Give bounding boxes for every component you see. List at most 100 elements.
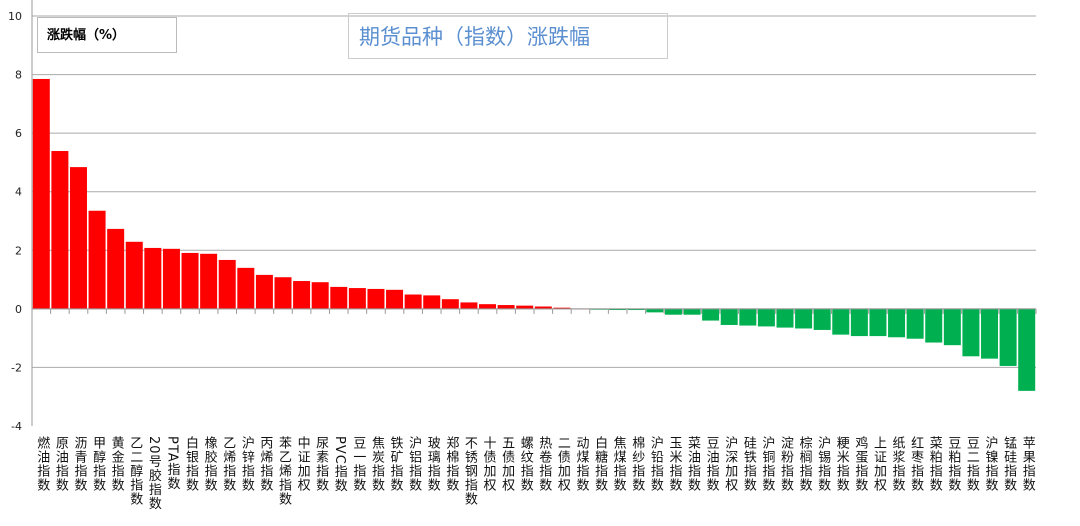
x-tick-label: 菜粕指数: [926, 436, 942, 492]
x-tick-label: 热卷指数: [536, 436, 552, 492]
x-tick-label: 中证加权: [294, 436, 310, 492]
bar: [627, 308, 645, 311]
x-tick-label: 原油指数: [52, 436, 68, 492]
x-tick-label: 白银指数: [183, 436, 199, 492]
bar: [237, 267, 255, 309]
x-tick-label: PVC指数: [331, 436, 347, 493]
bar: [888, 308, 906, 338]
bar: [702, 308, 720, 321]
bar: [423, 295, 441, 309]
bar: [460, 302, 478, 309]
x-tick-label: 五债加权: [499, 436, 515, 492]
bar: [553, 307, 571, 309]
x-tick-label: 乙烯指数: [220, 436, 236, 492]
bar: [720, 308, 738, 325]
bar: [664, 308, 682, 315]
x-tick-label: 淀粉指数: [778, 436, 793, 492]
x-tick-label: 锰硅指数: [1001, 436, 1017, 492]
bar: [534, 306, 552, 309]
x-tick-label: 焦煤指数: [610, 436, 626, 492]
x-tick-label: 铁矿指数: [387, 436, 403, 492]
bar: [1018, 308, 1036, 391]
x-tick-label: 燃油指数: [34, 436, 50, 492]
x-tick-label: 沪锌指数: [238, 436, 254, 492]
bar: [367, 288, 385, 309]
x-tick-label: 二债加权: [554, 436, 570, 492]
bar: [274, 277, 292, 309]
x-tick-label: 甲醇指数: [90, 436, 106, 492]
x-tick-label: 棕榈指数: [796, 436, 812, 492]
y-tick-label: 0: [15, 303, 22, 316]
bar: [776, 308, 794, 328]
bar: [386, 289, 404, 309]
x-tick-label: 苹果指数: [1019, 436, 1035, 492]
chart-title: 期货品种（指数）涨跌幅: [348, 13, 668, 59]
bar: [981, 308, 999, 359]
x-tick-label: 鸡蛋指数: [852, 436, 868, 492]
bar: [181, 252, 199, 309]
x-tick-label: 苯乙烯指数: [276, 436, 291, 506]
bar: [200, 253, 218, 309]
legend-label: 涨跌幅（%）: [47, 28, 126, 43]
bar: [32, 78, 50, 309]
x-tick-label: 玉米指数: [666, 436, 682, 492]
bar: [962, 308, 980, 357]
x-tick-label: 豆油指数: [703, 436, 719, 492]
y-tick-label: 4: [15, 186, 22, 199]
bar: [293, 281, 311, 309]
y-tick-label: 6: [15, 127, 22, 140]
y-tick-label: -4: [11, 420, 22, 433]
bar: [739, 308, 757, 326]
x-tick-label: 沪铝指数: [406, 436, 422, 492]
y-tick-label: 2: [15, 244, 22, 257]
x-tick-label: 粳米指数: [833, 436, 849, 492]
bar: [516, 305, 534, 309]
x-tick-label: 尿素指数: [313, 436, 329, 492]
x-tick-label: 沪铜指数: [759, 436, 775, 492]
x-tick-label: 不锈钢指数: [461, 436, 477, 506]
x-tick-label: 动煤指数: [573, 436, 589, 492]
x-tick-label: 20号胶指数: [145, 436, 161, 511]
bar: [479, 304, 497, 309]
bar: [330, 286, 348, 309]
x-tick-label: 郑棉指数: [443, 436, 459, 492]
x-tick-label: 沪锡指数: [815, 436, 831, 492]
x-tick-label: 菜油指数: [685, 436, 701, 492]
bar: [869, 308, 887, 337]
bar: [404, 294, 422, 309]
x-tick-label: 沥青指数: [71, 436, 87, 492]
bar: [51, 151, 69, 309]
x-tick-label: 上证加权: [870, 436, 886, 492]
legend: 涨跌幅（%）: [37, 17, 177, 53]
bar: [943, 308, 961, 346]
y-tick-label: -2: [11, 361, 22, 374]
y-tick-label: 10: [8, 10, 22, 23]
x-tick-label: 丙烯指数: [257, 436, 273, 492]
bar: [144, 247, 162, 309]
x-tick-label: 螺纹指数: [517, 436, 533, 492]
bar: [795, 308, 813, 329]
bar: [646, 308, 664, 313]
bar: [906, 308, 924, 339]
bar: [925, 308, 943, 343]
x-tick-label: 白糖指数: [592, 436, 608, 492]
bar: [850, 308, 868, 337]
bar: [162, 248, 180, 309]
bar: [497, 305, 515, 309]
bar: [999, 308, 1017, 366]
x-tick-label: 沪深加权: [722, 436, 738, 492]
bar: [125, 241, 143, 309]
y-tick-label: 8: [15, 69, 22, 82]
x-tick-label: 玻璃指数: [424, 436, 440, 492]
x-tick-label: 红枣指数: [908, 436, 924, 492]
x-tick-label: 沪铅指数: [647, 436, 663, 492]
bar: [311, 282, 329, 309]
x-tick-label: 黄金指数: [108, 436, 124, 492]
bar: [255, 274, 273, 309]
bar: [348, 288, 366, 309]
x-tick-label: 十债加权: [480, 436, 496, 492]
x-tick-label: 硅铁指数: [740, 436, 756, 492]
bar: [107, 228, 125, 309]
x-tick-label: 纸浆指数: [889, 436, 905, 492]
